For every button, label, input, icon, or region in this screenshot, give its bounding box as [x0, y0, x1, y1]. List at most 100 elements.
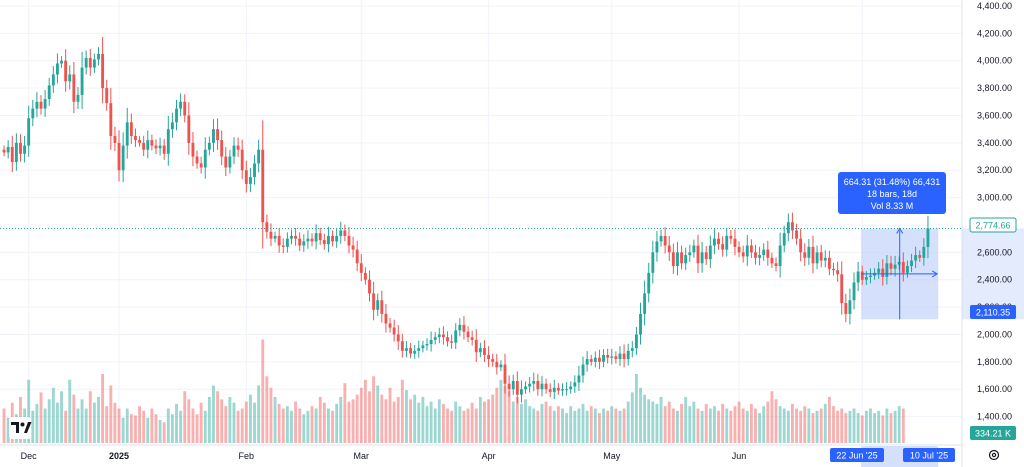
- candle-body: [782, 233, 786, 246]
- candle-body: [388, 323, 392, 328]
- volume-bar: [799, 410, 803, 443]
- volume-bar: [470, 402, 474, 443]
- volume-bar: [499, 379, 503, 443]
- candle-body: [60, 60, 63, 64]
- volume-bar: [409, 399, 413, 443]
- candle-body: [819, 252, 823, 261]
- candle-body: [869, 275, 872, 277]
- candle-body: [503, 364, 507, 384]
- volume-bar: [532, 408, 536, 443]
- volume-bar: [134, 415, 137, 443]
- candle-body: [483, 348, 486, 355]
- candle-body: [536, 380, 540, 390]
- price-tick-label: 3,000.00: [977, 193, 1012, 203]
- volume-bar: [446, 408, 449, 443]
- volume-bar: [864, 410, 868, 443]
- candle-body: [589, 359, 593, 362]
- candle-body: [910, 260, 913, 267]
- candle-body: [889, 263, 893, 269]
- volume-bar: [392, 401, 396, 443]
- candle-body: [331, 235, 334, 242]
- candle-body: [335, 235, 339, 242]
- candle-body: [766, 249, 770, 258]
- volume-bar: [421, 397, 425, 443]
- candle-body: [281, 245, 285, 247]
- volume-bar: [667, 401, 671, 443]
- candle-body: [138, 140, 141, 143]
- grid-lines: [0, 0, 963, 467]
- volume-bar: [285, 406, 289, 443]
- volume-bar: [129, 414, 133, 443]
- price-tick-label: 2,600.00: [977, 247, 1012, 257]
- low-price-badge: [970, 305, 1016, 319]
- settings-gear-icon[interactable]: [988, 449, 1000, 461]
- candle-body: [207, 142, 211, 150]
- volume-bar: [622, 408, 626, 443]
- volume-bar: [519, 403, 523, 443]
- candle-body: [55, 63, 59, 75]
- volume-bar: [877, 410, 881, 443]
- candle-body: [175, 108, 178, 123]
- volume-bar: [548, 406, 552, 443]
- candle-body: [92, 59, 96, 68]
- candle-body: [770, 257, 774, 264]
- volume-bar: [183, 391, 187, 443]
- price-tick-label: 3,800.00: [977, 83, 1012, 93]
- candle-body: [409, 348, 413, 354]
- candle-body: [618, 353, 622, 360]
- chart-overlay: [861, 227, 939, 320]
- volume-bar: [856, 413, 860, 443]
- measure-change-text: 664.31 (31.48%) 66,431: [844, 177, 941, 187]
- candle-body: [109, 103, 113, 137]
- volume-bar: [339, 397, 343, 443]
- time-tick-label: Apr: [482, 451, 496, 461]
- time-tick-label: Dec: [21, 451, 38, 461]
- volume-bar: [696, 408, 700, 443]
- volume-bar: [257, 385, 261, 443]
- candle-body: [692, 245, 696, 253]
- candle-body: [807, 246, 811, 258]
- volume-bar: [166, 408, 170, 443]
- candle-body: [803, 252, 807, 258]
- volume-bar: [901, 408, 905, 443]
- time-tick-label: Jun: [732, 451, 747, 461]
- candle-body: [696, 245, 700, 264]
- candle-body: [573, 382, 577, 387]
- volume-bar: [503, 385, 507, 443]
- volume-bar: [212, 385, 215, 443]
- volume-bar: [413, 394, 417, 443]
- candle-body: [355, 249, 359, 264]
- volume-bar: [146, 417, 150, 443]
- last-price-text: 2,774.66: [975, 221, 1010, 231]
- volume-bar: [142, 410, 146, 443]
- volume-bar: [27, 379, 31, 443]
- candle-body: [552, 387, 556, 392]
- volume-bar: [92, 402, 96, 443]
- volume-bar: [88, 391, 92, 443]
- price-tick-label: 1,800.00: [977, 357, 1012, 367]
- volume-bar: [138, 406, 141, 443]
- volume-bar: [248, 394, 252, 443]
- candle-body: [663, 235, 667, 246]
- volume-bar: [663, 406, 667, 443]
- volume-bar: [639, 387, 642, 443]
- volume-bar: [294, 401, 298, 443]
- range-end-text: 10 Jul '25: [910, 451, 948, 461]
- volume-label: 334.21 K: [970, 426, 1016, 440]
- candle-body: [877, 268, 881, 273]
- volume-bar: [610, 406, 614, 443]
- volume-bar: [466, 408, 470, 443]
- candle-body: [347, 235, 351, 246]
- candle-body: [729, 235, 733, 239]
- candle-body: [298, 238, 302, 246]
- candle-body: [285, 238, 289, 247]
- volume-bar: [277, 403, 281, 443]
- candle-body: [14, 142, 18, 163]
- candle-body: [97, 53, 100, 60]
- volume-bar: [318, 397, 322, 443]
- price-tick-label: 3,600.00: [977, 110, 1012, 120]
- candle-body: [836, 270, 840, 275]
- candle-body: [786, 222, 790, 234]
- tradingview-logo-icon[interactable]: [9, 417, 32, 439]
